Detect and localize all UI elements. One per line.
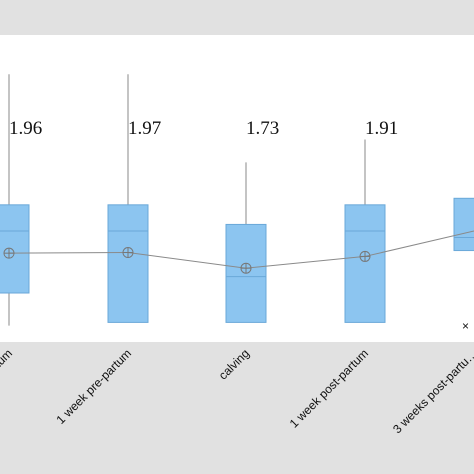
- mean-value-label: 1.73: [246, 118, 279, 139]
- mean-value-label: 1.97: [128, 118, 161, 139]
- mean-value-label: 1.91: [365, 118, 398, 139]
- mean-value-label: 1.96: [9, 118, 42, 139]
- box: [0, 204, 30, 294]
- box: [107, 204, 149, 323]
- box: [453, 197, 474, 252]
- box: [344, 204, 386, 323]
- legend-marker: ×: [462, 319, 469, 333]
